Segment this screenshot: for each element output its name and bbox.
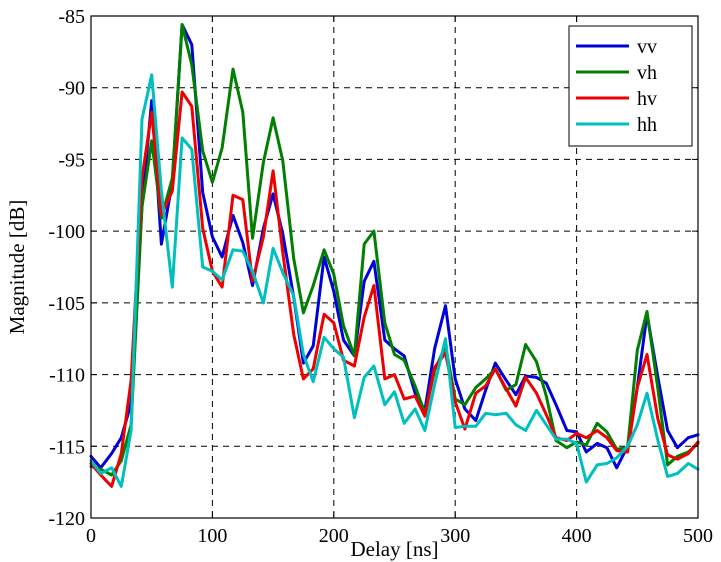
x-tick-label: 400 xyxy=(562,525,592,547)
legend-label-hv: hv xyxy=(637,88,657,110)
y-tick-label: -85 xyxy=(58,6,85,28)
y-tick-label: -90 xyxy=(58,78,85,100)
legend-label-hh: hh xyxy=(637,114,657,136)
x-tick-label: 500 xyxy=(683,525,713,547)
series-line-hh xyxy=(89,73,700,488)
x-tick-label: 100 xyxy=(197,525,227,547)
y-tick-label: -110 xyxy=(49,365,85,387)
legend-box xyxy=(568,25,693,147)
y-tick-label: -100 xyxy=(48,221,85,243)
y-tick-label: -105 xyxy=(48,293,85,315)
y-tick-label: -120 xyxy=(48,508,85,530)
y-tick-label: -95 xyxy=(58,149,85,171)
legend: vv vh hv hh xyxy=(568,25,693,147)
x-axis-title: Delay [ns] xyxy=(350,537,438,561)
x-tick-label: 300 xyxy=(440,525,470,547)
legend-label-vh: vh xyxy=(637,62,657,84)
x-tick-label: 200 xyxy=(319,525,349,547)
tick-layer: 0 100 200 300 400 500 -120 -115 -110 -105 -100 -95 -… xyxy=(48,6,713,547)
series-line-vh xyxy=(89,23,700,477)
series-line-hv xyxy=(89,90,700,488)
y-tick-label: -115 xyxy=(49,436,85,458)
legend-label-vv: vv xyxy=(637,36,657,58)
series-line-vv xyxy=(89,23,700,470)
y-axis-title: Magnitude [dB] xyxy=(5,200,29,335)
plot-frame xyxy=(90,15,699,519)
series-layer xyxy=(89,23,700,488)
x-tick-label: 0 xyxy=(86,525,96,547)
